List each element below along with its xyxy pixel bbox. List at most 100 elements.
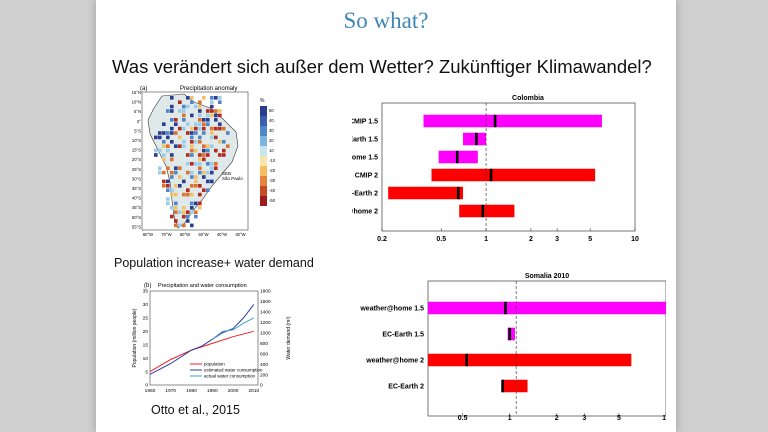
x-tick-label: 0.5 bbox=[458, 415, 468, 422]
colorbar-segment bbox=[260, 196, 267, 206]
y-left-tick-label: 30 bbox=[143, 302, 149, 308]
line-chart-title: Precipitation and water consumption bbox=[158, 283, 247, 289]
map-cell bbox=[198, 170, 202, 175]
lat-label: 0° bbox=[137, 119, 141, 124]
map-cell bbox=[210, 166, 214, 170]
map-cell bbox=[198, 201, 202, 206]
map-cell bbox=[194, 131, 198, 135]
map-cell bbox=[174, 144, 178, 148]
map-cell bbox=[170, 206, 174, 210]
map-cell bbox=[170, 96, 174, 100]
x-tick-label: 10 bbox=[662, 415, 666, 422]
map-cell bbox=[214, 113, 218, 118]
category-label: weather@home 2 bbox=[352, 209, 378, 216]
map-cell bbox=[170, 214, 174, 219]
best-estimate-cmip-1-5 bbox=[493, 114, 497, 128]
map-cell bbox=[202, 118, 206, 122]
map-cell bbox=[178, 175, 182, 179]
map-cell bbox=[170, 131, 174, 135]
best-estimate-ec-earth-2 bbox=[501, 379, 504, 393]
lat-label: 35°S bbox=[132, 186, 141, 191]
y-right-tick-label: 1200 bbox=[260, 320, 271, 326]
map-cell bbox=[158, 135, 162, 140]
map-cell bbox=[198, 109, 202, 113]
x-tick-label: 10 bbox=[631, 236, 639, 243]
x-tick-label: 2010 bbox=[249, 388, 260, 394]
map-cell bbox=[198, 100, 202, 104]
map-cell bbox=[178, 223, 182, 228]
line-chart-frame bbox=[149, 290, 259, 386]
colorbar-segment bbox=[260, 156, 267, 166]
map-cell bbox=[206, 179, 210, 184]
lat-label: 50°S bbox=[132, 215, 141, 220]
bar-weather-home-2 bbox=[428, 353, 632, 367]
map-cell bbox=[178, 126, 182, 131]
somalia-plot-frame bbox=[427, 280, 666, 417]
lat-label: 55°S bbox=[132, 224, 141, 229]
map-cell bbox=[202, 144, 206, 148]
map-cell bbox=[170, 192, 174, 197]
lon-label: 80°W bbox=[143, 232, 153, 237]
x-tick-label: 0.2 bbox=[377, 236, 387, 243]
map-cell bbox=[174, 118, 178, 122]
bar-ec-earth-2 bbox=[502, 379, 528, 393]
map-cell bbox=[198, 126, 202, 131]
y-right-tick-label: 0 bbox=[260, 383, 263, 389]
map-cell bbox=[170, 140, 174, 144]
map-cell bbox=[170, 170, 174, 175]
map-cell bbox=[166, 131, 170, 135]
map-cell bbox=[206, 144, 210, 148]
population-heading: Population increase+ water demand bbox=[114, 256, 314, 270]
map-cell bbox=[198, 113, 202, 118]
population-water-chart: (b) Precipitation and water consumption … bbox=[132, 283, 292, 394]
map-cell bbox=[210, 135, 214, 140]
y-left-tick-label: 20 bbox=[143, 329, 149, 335]
map-cell bbox=[218, 153, 222, 157]
map-cell bbox=[166, 188, 170, 192]
colorbar-tick-labels: 50 40 30 20 10 -10 -20 -30 -40 -50 bbox=[269, 108, 276, 203]
map-annotation-sao-paulo: São Paulo bbox=[222, 176, 243, 181]
x-tick-label: 3 bbox=[582, 415, 586, 422]
map-cell bbox=[202, 175, 206, 179]
map-cell bbox=[182, 144, 186, 148]
map-cell bbox=[182, 109, 186, 113]
colombia-chart-title: Colombia bbox=[512, 95, 544, 102]
map-cell bbox=[198, 184, 202, 188]
map-cell bbox=[190, 144, 194, 148]
best-estimate-ec-earth-1-5 bbox=[508, 327, 512, 341]
map-cell bbox=[162, 179, 166, 184]
x-tick-label: 1980 bbox=[186, 388, 197, 394]
map-cell bbox=[198, 153, 202, 157]
map-cell bbox=[218, 126, 222, 131]
y-right-tick-label: 800 bbox=[260, 341, 268, 347]
map-cell bbox=[182, 206, 186, 210]
precipitation-anomaly-map: (a) Precipitation anomaly SEB São Paulo … bbox=[132, 86, 276, 237]
y-right-tick-label: 1400 bbox=[260, 310, 271, 316]
map-cell bbox=[206, 113, 210, 118]
map-cell bbox=[154, 135, 158, 140]
series-line-actual-water-consumption bbox=[211, 317, 255, 340]
lat-label: 20°S bbox=[132, 157, 141, 162]
map-cell bbox=[206, 122, 210, 126]
map-cell bbox=[194, 184, 198, 188]
map-cell bbox=[202, 122, 206, 126]
map-cell bbox=[202, 131, 206, 135]
map-cell bbox=[174, 184, 178, 188]
map-cell bbox=[222, 153, 226, 157]
category-label: CMIP 2 bbox=[355, 173, 378, 180]
y-right-tick-label: 600 bbox=[260, 351, 268, 357]
map-cell bbox=[174, 170, 178, 175]
category-label: EC-Earth 1.5 bbox=[352, 137, 378, 144]
map-cell bbox=[210, 170, 214, 175]
line-chart-marks: 1960 1970 1980 1990 2000 20100510152025303502… bbox=[143, 289, 271, 394]
map-cell bbox=[158, 166, 162, 170]
map-cell bbox=[162, 184, 166, 188]
line-chart-legend: population estimated water consumption a… bbox=[190, 362, 263, 379]
map-cell bbox=[202, 96, 206, 100]
x-tick-label: 2000 bbox=[228, 388, 239, 394]
colorbar-tick-label: 50 bbox=[269, 108, 274, 113]
line-chart-ylabel-right: Water demand (m³) bbox=[286, 316, 292, 359]
category-label: weather@home 1.5 bbox=[352, 155, 378, 162]
map-cell bbox=[174, 192, 178, 197]
map-cell bbox=[198, 157, 202, 162]
